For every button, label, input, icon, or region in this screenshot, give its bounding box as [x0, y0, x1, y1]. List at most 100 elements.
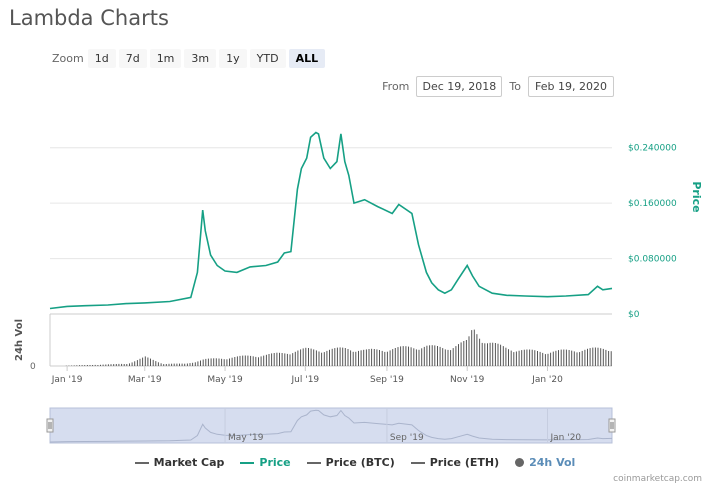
legend-price-btc[interactable]: Price (BTC): [306, 456, 395, 469]
volume-bar: [258, 357, 259, 366]
volume-bar: [223, 359, 225, 366]
volume-bar: [342, 347, 344, 366]
volume-bar: [487, 343, 488, 366]
volume-bar: [239, 355, 241, 366]
volume-bar: [521, 350, 523, 366]
volume-bar: [592, 347, 594, 366]
volume-bar: [144, 356, 146, 366]
to-date-input[interactable]: Feb 19, 2020: [528, 76, 614, 97]
volume-bar: [579, 352, 581, 366]
navigator-tick-label: May '19: [228, 433, 264, 443]
volume-bar: [252, 356, 254, 366]
volume-bar: [576, 352, 578, 366]
volume-bar: [589, 348, 591, 366]
volume-bar: [260, 356, 262, 366]
volume-bar: [515, 351, 517, 366]
legend-price-btc-marker: [306, 461, 321, 464]
volume-bar: [115, 364, 117, 366]
volume-bar: [450, 350, 452, 366]
volume-bar: [426, 345, 428, 366]
page-title: Lambda Charts: [9, 6, 169, 30]
volume-bar: [605, 349, 607, 366]
volume-bar: [421, 348, 423, 366]
volume-bar: [392, 349, 394, 366]
volume-bar: [344, 348, 346, 366]
volume-bar: [347, 349, 349, 366]
volume-bar: [360, 350, 362, 366]
volume-bar: [489, 342, 491, 366]
volume-bar: [302, 348, 304, 366]
volume-bar: [565, 349, 567, 366]
zoom-ytd-button[interactable]: YTD: [249, 48, 286, 68]
volume-bar: [197, 361, 199, 366]
volume-bar: [531, 349, 533, 366]
volume-bar: [131, 362, 133, 366]
volume-bar: [281, 353, 283, 366]
volume-bar: [502, 346, 504, 366]
volume-bar: [84, 365, 86, 366]
navigator-left-handle[interactable]: [46, 418, 54, 433]
volume-bar: [331, 348, 333, 366]
volume-bar: [255, 356, 257, 366]
volume-bar: [136, 360, 138, 366]
price-tick-label: $0.160000: [628, 199, 677, 209]
legend-price-eth-marker: [410, 461, 425, 464]
zoom-1y-button[interactable]: 1y: [219, 48, 247, 68]
legend-24h-vol[interactable]: 24h Vol: [515, 456, 575, 469]
volume-bar: [92, 365, 94, 366]
volume-bar: [284, 353, 286, 366]
volume-bar: [584, 349, 586, 366]
volume-bar: [168, 363, 170, 366]
legend-market-cap-label: Market Cap: [153, 456, 225, 469]
legend-price-eth[interactable]: Price (ETH): [410, 456, 499, 469]
volume-bar: [363, 349, 365, 366]
x-tick-label: Sep '19: [370, 375, 404, 385]
source-credit: coinmarketcap.com: [613, 474, 702, 484]
volume-bar: [513, 352, 515, 366]
volume-bar: [608, 351, 610, 366]
volume-bar: [573, 351, 575, 366]
legend-price[interactable]: Price: [240, 456, 291, 469]
legend-market-cap[interactable]: Market Cap: [134, 456, 225, 469]
volume-bar: [471, 330, 473, 366]
volume-bar: [526, 349, 528, 366]
volume-bar: [355, 351, 357, 366]
volume-bar: [423, 346, 425, 366]
volume-bar: [537, 351, 538, 366]
volume-bar: [200, 360, 201, 366]
volume-bar: [181, 363, 183, 366]
volume-bar: [213, 358, 215, 366]
to-label: To: [509, 80, 521, 93]
navigator-tick-label: Jan '20: [550, 433, 582, 443]
volume-bar: [147, 357, 149, 366]
chart-legend: Market Cap Price Price (BTC) Price (ETH)…: [0, 456, 710, 469]
volume-bar: [231, 357, 233, 366]
volume-bar: [323, 352, 325, 366]
price-series-line: [49, 131, 613, 310]
volume-bar: [429, 345, 431, 366]
volume-bar: [492, 342, 494, 366]
navigator-series-line: [49, 409, 613, 443]
zoom-all-button[interactable]: ALL: [288, 48, 326, 68]
volume-bar: [139, 358, 141, 366]
zoom-1d-button[interactable]: 1d: [87, 48, 116, 68]
volume-bar: [242, 355, 244, 366]
volume-bar: [542, 352, 544, 366]
navigator-right-handle[interactable]: [608, 418, 616, 433]
volume-bar: [534, 350, 536, 366]
volume-bar: [118, 363, 120, 366]
volume-bar: [121, 363, 123, 366]
volume-bar: [437, 346, 438, 366]
volume-bar: [497, 343, 499, 366]
zoom-1m-button[interactable]: 1m: [149, 48, 182, 68]
volume-bar: [202, 359, 204, 366]
volume-bar: [165, 364, 167, 366]
zoom-3m-button[interactable]: 3m: [184, 48, 217, 68]
legend-24h-vol-marker: [515, 458, 525, 467]
volume-bar: [336, 347, 338, 366]
volume-bar: [550, 352, 552, 366]
navigator[interactable]: May '19 Sep '19 Jan '20: [46, 407, 616, 444]
from-date-input[interactable]: Dec 19, 2018: [416, 76, 503, 97]
zoom-7d-button[interactable]: 7d: [118, 48, 147, 68]
